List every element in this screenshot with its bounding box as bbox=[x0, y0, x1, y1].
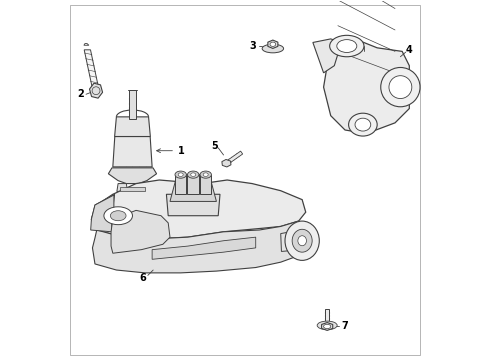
Polygon shape bbox=[325, 309, 329, 325]
Polygon shape bbox=[108, 168, 157, 184]
Ellipse shape bbox=[298, 236, 306, 246]
Ellipse shape bbox=[203, 173, 208, 176]
Polygon shape bbox=[268, 40, 278, 49]
Ellipse shape bbox=[389, 76, 412, 99]
Polygon shape bbox=[321, 323, 333, 330]
Ellipse shape bbox=[188, 171, 199, 178]
Ellipse shape bbox=[381, 67, 420, 107]
Ellipse shape bbox=[348, 113, 377, 136]
Ellipse shape bbox=[285, 221, 319, 260]
Polygon shape bbox=[92, 194, 115, 219]
Ellipse shape bbox=[270, 42, 276, 46]
Text: 7: 7 bbox=[342, 321, 348, 332]
Text: 4: 4 bbox=[406, 45, 413, 55]
Polygon shape bbox=[84, 50, 99, 91]
Polygon shape bbox=[175, 175, 186, 194]
Polygon shape bbox=[92, 180, 306, 239]
Ellipse shape bbox=[175, 171, 186, 178]
Polygon shape bbox=[111, 210, 170, 253]
Ellipse shape bbox=[104, 207, 132, 225]
Polygon shape bbox=[225, 151, 243, 165]
Ellipse shape bbox=[110, 211, 126, 221]
Ellipse shape bbox=[178, 173, 183, 176]
Polygon shape bbox=[200, 175, 211, 194]
Polygon shape bbox=[383, 77, 388, 97]
Polygon shape bbox=[313, 39, 342, 73]
Polygon shape bbox=[90, 83, 102, 98]
Text: 5: 5 bbox=[211, 141, 218, 151]
Text: 6: 6 bbox=[140, 273, 147, 283]
Text: 1: 1 bbox=[157, 146, 185, 156]
Ellipse shape bbox=[191, 173, 196, 176]
Ellipse shape bbox=[355, 118, 371, 131]
Polygon shape bbox=[120, 187, 145, 191]
Text: 2: 2 bbox=[77, 89, 84, 99]
Polygon shape bbox=[137, 184, 147, 192]
Polygon shape bbox=[93, 221, 300, 273]
Ellipse shape bbox=[292, 229, 312, 252]
Polygon shape bbox=[115, 117, 150, 136]
Polygon shape bbox=[222, 159, 231, 167]
Ellipse shape bbox=[317, 321, 337, 330]
Polygon shape bbox=[167, 194, 220, 216]
Text: 3: 3 bbox=[250, 41, 256, 51]
Ellipse shape bbox=[330, 35, 364, 57]
Polygon shape bbox=[188, 175, 199, 194]
Polygon shape bbox=[84, 44, 89, 45]
Polygon shape bbox=[170, 175, 217, 202]
Ellipse shape bbox=[323, 324, 331, 329]
Polygon shape bbox=[323, 41, 409, 134]
Polygon shape bbox=[152, 237, 256, 259]
Polygon shape bbox=[129, 90, 136, 119]
Polygon shape bbox=[117, 184, 127, 192]
Polygon shape bbox=[113, 136, 152, 167]
Ellipse shape bbox=[200, 171, 211, 178]
Polygon shape bbox=[281, 230, 301, 251]
Polygon shape bbox=[91, 195, 114, 232]
Ellipse shape bbox=[262, 44, 284, 53]
Ellipse shape bbox=[337, 40, 357, 53]
